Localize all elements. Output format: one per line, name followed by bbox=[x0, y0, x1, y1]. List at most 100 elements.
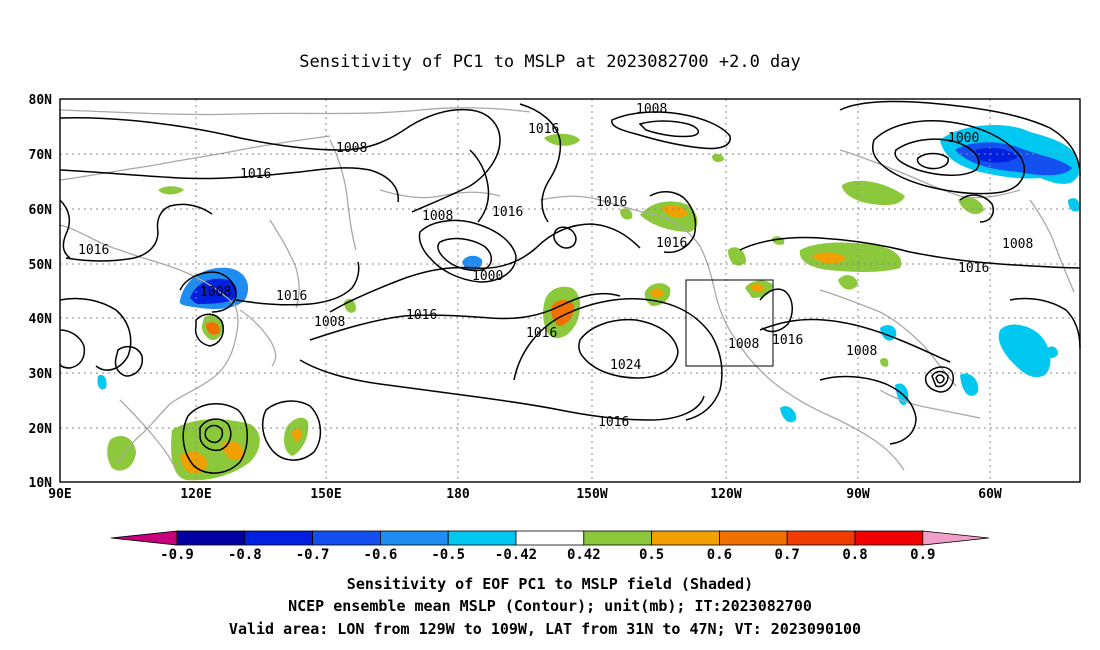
colorbar-segment bbox=[312, 530, 381, 546]
colorbar-label: 0.9 bbox=[910, 547, 935, 563]
contour-line bbox=[871, 120, 1025, 195]
x-tick-label: 60W bbox=[978, 487, 1002, 502]
contour-label: 1016 bbox=[276, 289, 307, 304]
contour-label: 1000 bbox=[948, 131, 979, 146]
shade-patch bbox=[180, 451, 208, 475]
contour-line bbox=[59, 108, 501, 213]
colorbar-label: -0.42 bbox=[495, 547, 537, 563]
y-tick-label: 50N bbox=[29, 258, 53, 273]
contour-line bbox=[199, 418, 232, 452]
contour-line bbox=[513, 298, 723, 421]
contour-line bbox=[931, 370, 949, 388]
colorbar-segment bbox=[379, 530, 449, 546]
colorbar-segment bbox=[515, 530, 585, 546]
x-axis: 90E 120E 150E 180 150W 120W 90W 60W bbox=[48, 487, 1002, 502]
shade-patch bbox=[780, 406, 797, 423]
y-tick-label: 80N bbox=[29, 93, 53, 108]
contour-label: 1008 bbox=[1002, 237, 1033, 252]
contour-label: 1008 bbox=[314, 315, 345, 330]
contour-line bbox=[261, 400, 322, 461]
contour-line bbox=[649, 191, 697, 254]
contour-labels: 1008 1016 1008 1016 1000 1008 1016 1008 … bbox=[78, 102, 1033, 430]
contour-label: 1016 bbox=[958, 261, 989, 276]
contour-line bbox=[916, 152, 949, 170]
y-tick-label: 20N bbox=[29, 422, 53, 437]
colorbar-segment bbox=[244, 530, 314, 546]
shade-patch bbox=[998, 324, 1051, 378]
contour-label: 1016 bbox=[596, 195, 627, 210]
contour-label: 1016 bbox=[240, 167, 271, 182]
x-tick-label: 120E bbox=[180, 487, 211, 502]
contour-line bbox=[437, 237, 492, 272]
colorbar-segment bbox=[583, 530, 652, 546]
contour-label: 1016 bbox=[526, 326, 557, 341]
coastline bbox=[1029, 199, 1075, 293]
contour-line bbox=[935, 374, 945, 384]
colorbar-segment bbox=[176, 530, 246, 546]
colorbar-segment bbox=[719, 530, 788, 546]
shade-patch bbox=[960, 373, 979, 396]
shade-patch bbox=[158, 186, 184, 195]
contour-label: 1008 bbox=[336, 141, 367, 156]
contour-label: 1016 bbox=[492, 205, 523, 220]
y-tick-label: 40N bbox=[29, 312, 53, 327]
colorbar-segment bbox=[922, 530, 989, 546]
shade-patch bbox=[190, 278, 237, 304]
contour-label: 1016 bbox=[406, 308, 437, 323]
contour-line bbox=[114, 345, 144, 377]
contour-label: 1024 bbox=[610, 358, 641, 373]
colorbar-segment bbox=[651, 530, 720, 546]
contour-line bbox=[519, 103, 562, 223]
shade-patch bbox=[842, 180, 905, 206]
contour-line bbox=[469, 149, 490, 223]
colorbar-label: -0.5 bbox=[431, 547, 465, 563]
contour-label: 1008 bbox=[846, 344, 877, 359]
caption: Sensitivity of EOF PC1 to MSLP field (Sh… bbox=[229, 575, 861, 638]
caption-line: Valid area: LON from 129W to 109W, LAT f… bbox=[229, 620, 861, 638]
x-tick-label: 150E bbox=[310, 487, 341, 502]
contour-label: 1008 bbox=[200, 285, 231, 300]
x-tick-label: 120W bbox=[710, 487, 741, 502]
contour-label: 1008 bbox=[636, 102, 667, 117]
shade-patch bbox=[650, 288, 664, 299]
contour-line bbox=[739, 236, 1081, 269]
contour-line bbox=[329, 223, 641, 313]
x-tick-label: 90E bbox=[48, 487, 71, 502]
x-tick-label: 180 bbox=[446, 487, 470, 502]
contour-line bbox=[59, 297, 132, 371]
contour-line bbox=[179, 271, 237, 313]
colorbar-label: -0.7 bbox=[296, 547, 330, 563]
shade-patch bbox=[462, 255, 483, 271]
caption-line: NCEP ensemble mean MSLP (Contour); unit(… bbox=[288, 597, 812, 615]
shade-patch bbox=[728, 247, 746, 266]
contour-line bbox=[299, 359, 705, 421]
contour-label: 1016 bbox=[656, 236, 687, 251]
shade-patch bbox=[292, 428, 302, 441]
colorbar-label: 0.6 bbox=[707, 547, 732, 563]
shade-patch bbox=[222, 441, 244, 460]
shade-patch bbox=[958, 197, 984, 215]
shade-patch bbox=[620, 208, 633, 220]
colorbar-label: 0.5 bbox=[639, 547, 664, 563]
coastline bbox=[59, 107, 531, 116]
shade-patch bbox=[1045, 346, 1058, 359]
contour-line bbox=[611, 111, 731, 150]
contours bbox=[59, 100, 1081, 474]
colorbar-segment bbox=[447, 530, 517, 546]
contour-line bbox=[578, 318, 679, 379]
shade-patch bbox=[107, 436, 136, 471]
shade-patch bbox=[206, 322, 220, 335]
x-tick-label: 90W bbox=[846, 487, 870, 502]
shade-patch bbox=[838, 275, 858, 290]
contour-line bbox=[309, 292, 621, 341]
contour-label: 1000 bbox=[472, 269, 503, 284]
contour-line bbox=[194, 313, 224, 347]
shade-patch bbox=[662, 205, 688, 218]
contour-line bbox=[553, 226, 577, 249]
chart-title: Sensitivity of PC1 to MSLP at 2023082700… bbox=[299, 52, 801, 72]
contour-line bbox=[924, 366, 954, 393]
valid-area-box bbox=[685, 279, 774, 367]
map-area: 1008 1016 1008 1016 1000 1008 1016 1008 … bbox=[59, 98, 1081, 483]
coastline bbox=[239, 309, 277, 367]
